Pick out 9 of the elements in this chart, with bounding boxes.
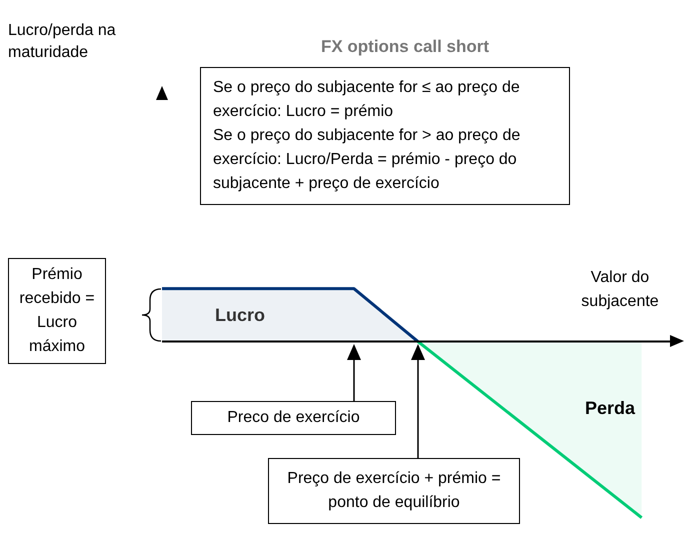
annotation: Preco de exercício (191, 401, 396, 435)
annotation: Preço de exercício + prémio = ponto de equilíbrio (268, 458, 520, 524)
text: Prémio recebido = Lucro máximo (8, 258, 106, 364)
text: Se o preço do subjacente for ≤ ao preço de exercício: Lucro = prémio Se o preço do subjacente for > ao preço de exercício: Lucro/Perda = prémio - preço do subjacente + preço de exercício (200, 67, 570, 205)
series-label: Perda (585, 398, 636, 419)
x-axis-title: Valor do subjacente (580, 268, 660, 312)
series-label: Lucro (215, 305, 266, 326)
chart-title: FX options call short (320, 37, 490, 57)
text: Lucro/perda na maturidade (8, 21, 117, 63)
